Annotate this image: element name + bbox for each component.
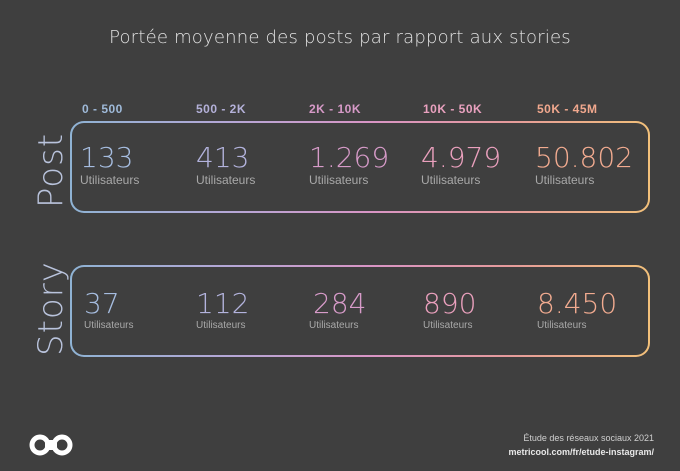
post-stat-value: 4.979 xyxy=(421,141,502,174)
post-stat-value: 413 xyxy=(196,141,250,174)
post-section-label: Post xyxy=(31,132,71,208)
range-label: 2K - 10K xyxy=(309,102,362,116)
range-header-row: 0 - 500 500 - 2K 2K - 10K 10K - 50K 50K … xyxy=(0,102,680,118)
story-stat-cell: 112 Utilisateurs xyxy=(196,289,249,333)
metricool-infinity-logo-icon xyxy=(28,434,76,460)
range-label: 50K - 45M xyxy=(537,102,598,116)
story-stat-value: 37 xyxy=(84,287,120,320)
footer-url-link[interactable]: metricool.com/fr/etude-instagram/ xyxy=(508,447,654,457)
post-stats-frame: 133 Utilisateurs 413 Utilisateurs 1.269 … xyxy=(70,121,650,213)
story-stat-cell: 8.450 Utilisateurs xyxy=(537,289,617,333)
post-stat-unit: Utilisateurs xyxy=(309,173,369,187)
story-stat-unit: Utilisateurs xyxy=(537,320,587,331)
post-stat-cell: 133 Utilisateurs xyxy=(80,141,140,188)
story-stat-cell: 284 Utilisateurs xyxy=(309,289,366,333)
post-stat-unit: Utilisateurs xyxy=(80,173,140,187)
page-title: Portée moyenne des posts par rapport aux… xyxy=(109,27,571,48)
range-label: 10K - 50K xyxy=(423,102,483,116)
story-stat-value: 8.450 xyxy=(537,287,618,320)
story-stat-unit: Utilisateurs xyxy=(196,320,246,331)
story-stat-value: 112 xyxy=(196,287,250,320)
post-stat-value: 133 xyxy=(80,141,134,174)
story-stat-value: 284 xyxy=(313,287,367,320)
range-label: 500 - 2K xyxy=(196,102,247,116)
post-stat-value: 1.269 xyxy=(309,141,390,174)
story-stat-value: 890 xyxy=(423,287,477,320)
story-stat-cell: 37 Utilisateurs xyxy=(84,289,133,333)
post-stat-unit: Utilisateurs xyxy=(196,173,256,187)
story-section-label: Story xyxy=(31,261,71,356)
story-stat-cell: 890 Utilisateurs xyxy=(423,289,476,333)
post-stat-cell: 413 Utilisateurs xyxy=(196,141,256,188)
story-stat-unit: Utilisateurs xyxy=(84,320,134,331)
post-stat-cell: 50.802 Utilisateurs xyxy=(535,141,633,188)
story-stat-unit: Utilisateurs xyxy=(423,320,473,331)
footer-study-note: Étude des réseaux sociaux 2021 xyxy=(523,433,654,443)
post-stat-cell: 4.979 Utilisateurs xyxy=(421,141,502,188)
post-stat-unit: Utilisateurs xyxy=(421,173,481,187)
post-stat-cell: 1.269 Utilisateurs xyxy=(309,141,390,188)
story-stats-frame: 37 Utilisateurs 112 Utilisateurs 284 Uti… xyxy=(70,265,650,357)
post-stat-value: 50.802 xyxy=(535,141,633,174)
range-label: 0 - 500 xyxy=(82,102,123,116)
post-stat-unit: Utilisateurs xyxy=(535,173,595,187)
story-stat-unit: Utilisateurs xyxy=(309,320,359,331)
